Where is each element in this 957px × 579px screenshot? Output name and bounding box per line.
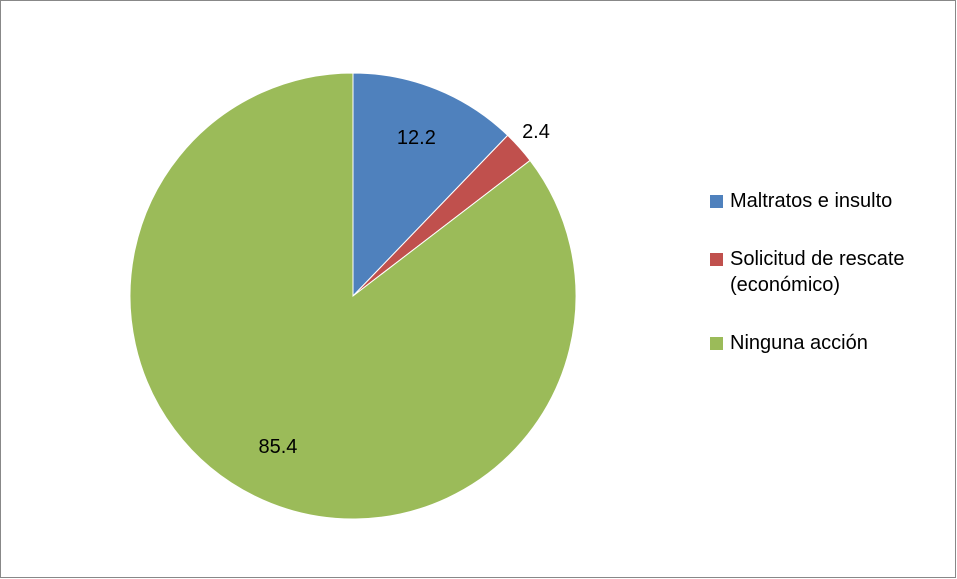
legend-label: Maltratos e insulto	[730, 190, 893, 212]
legend-item: Maltratos e insulto	[710, 188, 950, 214]
data-label: 12.2	[397, 127, 436, 149]
legend-label: Solicitud de rescate (económico)	[730, 248, 905, 296]
legend-label: Ninguna acción	[730, 332, 868, 354]
legend-swatch	[710, 195, 723, 208]
pie-slice	[352, 72, 509, 298]
legend-item: Solicitud de rescate (económico)	[710, 246, 950, 298]
legend-swatch	[710, 253, 723, 266]
data-label: 2.4	[522, 121, 550, 143]
legend-swatch	[710, 337, 723, 350]
legend: Maltratos e insulto Solicitud de rescate …	[710, 188, 950, 388]
data-label: 85.4	[258, 436, 297, 458]
pie-slice	[129, 72, 577, 520]
legend-item: Ninguna acción	[710, 330, 950, 356]
